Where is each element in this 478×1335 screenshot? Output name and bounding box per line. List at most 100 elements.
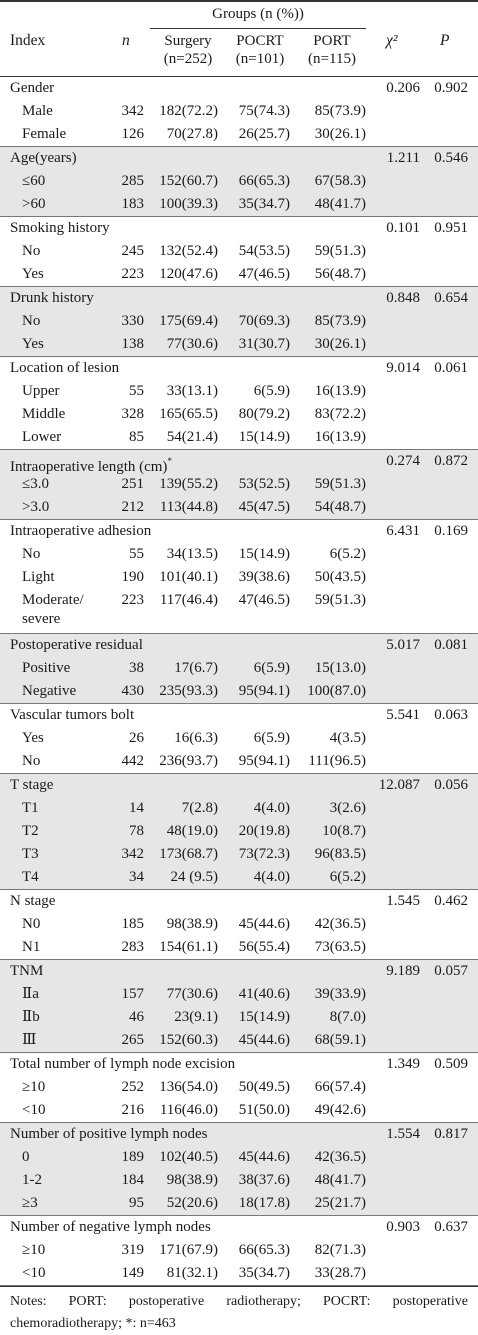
section-title-row: Intraoperative length (cm)* 0.274 0.872 bbox=[0, 450, 478, 475]
port-cell: 96(83.5) bbox=[314, 846, 366, 862]
row-label: No bbox=[22, 313, 41, 329]
header-port-label: PORT bbox=[313, 33, 351, 49]
row-label: 1-2 bbox=[22, 1172, 42, 1188]
chi-square-value: 0.274 bbox=[386, 453, 420, 469]
section-title-text: Postoperative residual bbox=[10, 637, 143, 653]
pocrt-cell: 4(4.0) bbox=[253, 800, 290, 816]
p-value: 0.872 bbox=[434, 453, 468, 469]
surgery-cell: 54(21.4) bbox=[166, 429, 218, 445]
section-title: Gender bbox=[10, 77, 54, 100]
pocrt-cell: 39(38.6) bbox=[238, 569, 290, 585]
surgery-cell: 117(46.4) bbox=[159, 592, 218, 608]
row-n: 245 bbox=[121, 243, 145, 259]
table-section: T stage 12.087 0.056 T1 14 7(2.8) 4(4.0) 3(2.6)… bbox=[0, 774, 478, 890]
row-n: 184 bbox=[121, 1172, 145, 1188]
row-label: Lower bbox=[22, 429, 62, 445]
section-title: Smoking history bbox=[10, 217, 110, 240]
pocrt-cell: 50(49.5) bbox=[238, 1079, 290, 1095]
chi-square-value: 9.189 bbox=[386, 963, 420, 979]
pocrt-cell: 45(44.6) bbox=[238, 916, 290, 932]
section-title-row: Total number of lymph node excision 1.349… bbox=[0, 1053, 478, 1076]
section-title-text: Intraoperative adhesion bbox=[10, 523, 152, 539]
section-title-row: Postoperative residual 5.017 0.081 bbox=[0, 634, 478, 657]
row-label: ≤3.0 bbox=[22, 476, 49, 492]
surgery-cell: 70(27.8) bbox=[166, 126, 218, 142]
chi-square-value: 1.545 bbox=[386, 893, 420, 909]
p-value: 0.063 bbox=[434, 707, 468, 723]
row-n: 85 bbox=[129, 429, 144, 445]
port-cell: 85(73.9) bbox=[314, 103, 366, 119]
table-row: Ⅲ 265 152(60.3) 45(44.6) 68(59.1) bbox=[0, 1029, 478, 1052]
row-n: 189 bbox=[121, 1149, 145, 1165]
table-section: TNM 9.189 0.057 Ⅱa 157 77(30.6) 41(40.6) 39(33.… bbox=[0, 960, 478, 1053]
row-label: Moderate/ severe bbox=[22, 592, 84, 627]
pocrt-cell: 54(53.5) bbox=[238, 243, 290, 259]
p-value: 0.061 bbox=[434, 360, 468, 376]
chi-square-value: 9.014 bbox=[386, 360, 420, 376]
row-label: No bbox=[22, 753, 41, 769]
surgery-cell: 113(44.8) bbox=[159, 499, 218, 515]
row-n: 185 bbox=[121, 916, 145, 932]
surgery-cell: 116(46.0) bbox=[159, 1102, 218, 1118]
pocrt-cell: 95(94.1) bbox=[238, 683, 290, 699]
pocrt-cell: 38(37.6) bbox=[238, 1172, 290, 1188]
row-n: 149 bbox=[121, 1265, 145, 1281]
port-cell: 39(33.9) bbox=[314, 986, 366, 1002]
row-label: N1 bbox=[22, 939, 41, 955]
pocrt-cell: 41(40.6) bbox=[238, 986, 290, 1002]
footnote-marker: * bbox=[167, 456, 172, 466]
table-row: Male 342 182(72.2) 75(74.3) 85(73.9) bbox=[0, 100, 478, 123]
row-n: 34 bbox=[129, 869, 144, 885]
port-cell: 42(36.5) bbox=[314, 916, 366, 932]
section-title: TNM bbox=[10, 960, 43, 983]
row-n: 212 bbox=[121, 499, 145, 515]
surgery-cell: 182(72.2) bbox=[159, 103, 218, 119]
row-n: 285 bbox=[121, 173, 145, 189]
table-row: >3.0 212 113(44.8) 45(47.5) 54(48.7) bbox=[0, 496, 478, 519]
pocrt-cell: 80(79.2) bbox=[238, 406, 290, 422]
row-n: 138 bbox=[121, 336, 145, 352]
row-label: Yes bbox=[22, 336, 44, 352]
pocrt-cell: 53(52.5) bbox=[238, 476, 290, 492]
port-cell: 48(41.7) bbox=[314, 1172, 366, 1188]
port-cell: 68(59.1) bbox=[314, 1032, 366, 1048]
p-value: 0.462 bbox=[434, 893, 468, 909]
row-n: 252 bbox=[121, 1079, 145, 1095]
pocrt-cell: 75(74.3) bbox=[238, 103, 290, 119]
pocrt-cell: 95(94.1) bbox=[238, 753, 290, 769]
table-section: Intraoperative length (cm)* 0.274 0.872 ≤3.… bbox=[0, 450, 478, 520]
row-n: 26 bbox=[129, 730, 144, 746]
row-label: T3 bbox=[22, 846, 39, 862]
row-n: 55 bbox=[129, 546, 144, 562]
section-title: Location of lesion bbox=[10, 357, 119, 380]
row-label: Yes bbox=[22, 730, 44, 746]
table-row: <10 216 116(46.0) 51(50.0) 49(42.6) bbox=[0, 1099, 478, 1122]
row-label: No bbox=[22, 243, 41, 259]
row-label: Light bbox=[22, 569, 55, 585]
surgery-cell: 152(60.7) bbox=[159, 173, 218, 189]
surgery-cell: 98(38.9) bbox=[166, 1172, 218, 1188]
pocrt-cell: 35(34.7) bbox=[238, 196, 290, 212]
p-value: 0.654 bbox=[434, 290, 468, 306]
row-label: ≤60 bbox=[22, 173, 46, 189]
table-row: Negative 430 235(93.3) 95(94.1) 100(87.0) bbox=[0, 680, 478, 703]
section-title-row: Number of positive lymph nodes 1.554 0.817 bbox=[0, 1123, 478, 1146]
row-label: Middle bbox=[22, 406, 66, 422]
p-value: 0.056 bbox=[434, 777, 468, 793]
section-title: Number of negative lymph nodes bbox=[10, 1216, 211, 1239]
surgery-cell: 7(2.8) bbox=[181, 800, 218, 816]
section-title-text: Number of negative lymph nodes bbox=[10, 1219, 211, 1235]
surgery-cell: 100(39.3) bbox=[159, 196, 218, 212]
header-chi-square: χ² bbox=[386, 32, 398, 49]
table-row: Moderate/ severe 223 117(46.4) 47(46.5) 59(5… bbox=[0, 589, 478, 633]
table-row: ≤60 285 152(60.7) 66(65.3) 67(58.3) bbox=[0, 170, 478, 193]
port-cell: 6(5.2) bbox=[329, 869, 366, 885]
section-title: Age(years) bbox=[10, 147, 77, 170]
section-title-text: Age(years) bbox=[10, 150, 77, 166]
surgery-cell: 52(20.6) bbox=[166, 1195, 218, 1211]
pocrt-cell: 45(44.6) bbox=[238, 1032, 290, 1048]
pocrt-cell: 47(46.5) bbox=[238, 592, 290, 608]
row-label: <10 bbox=[22, 1265, 46, 1281]
row-n: 342 bbox=[121, 103, 145, 119]
